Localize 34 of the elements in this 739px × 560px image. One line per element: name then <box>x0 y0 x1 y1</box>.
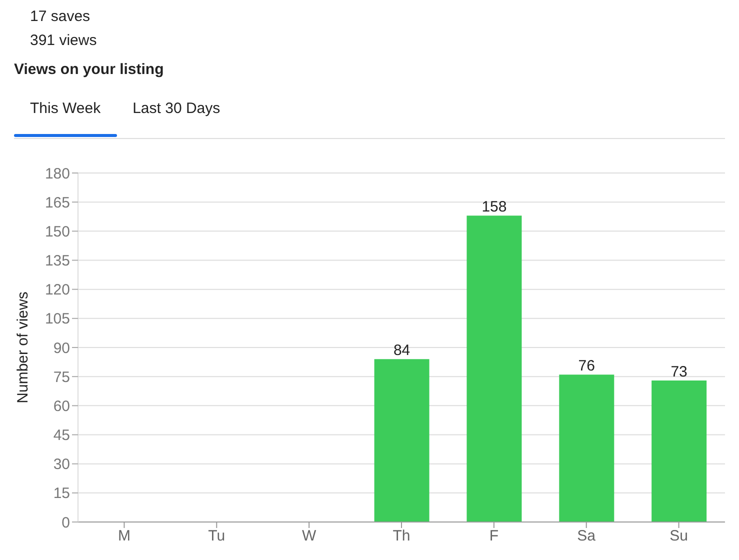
bar <box>652 380 707 522</box>
y-tick-label: 30 <box>53 456 70 474</box>
bar <box>466 216 522 522</box>
y-tick-label: 105 <box>44 310 70 328</box>
y-tick-label: 135 <box>44 252 70 270</box>
x-tick-label: W <box>302 528 317 545</box>
y-tick-label: 0 <box>62 514 70 532</box>
x-tick-label: Th <box>392 528 410 545</box>
y-tick-label: 60 <box>53 398 70 415</box>
y-tick-label: 15 <box>53 485 70 502</box>
y-tick-label: 120 <box>44 282 70 299</box>
bar <box>559 374 614 522</box>
x-tick-label: Tu <box>208 528 226 545</box>
text: This Week <box>29 100 102 119</box>
text: 17 saves <box>30 7 92 27</box>
y-axis-title: Number of views <box>14 292 32 404</box>
x-tick-label: F <box>489 528 499 545</box>
data-label: 84 <box>393 342 410 360</box>
y-tick-label: 165 <box>44 194 70 212</box>
data-label: 73 <box>670 363 688 380</box>
chart-title: Views on your listing <box>14 61 164 78</box>
y-tick-label: 180 <box>44 165 70 182</box>
y-tick-label: 150 <box>44 223 70 240</box>
y-tick-label: 45 <box>53 427 70 444</box>
text: Last 30 Days <box>132 100 222 119</box>
text: 391 views <box>30 31 97 51</box>
data-label: 158 <box>482 198 507 216</box>
data-label: 76 <box>578 358 595 375</box>
x-tick-label: Sa <box>577 528 596 545</box>
x-tick-label: Su <box>670 528 688 545</box>
x-tick-label: M <box>118 528 130 545</box>
y-tick-label: 90 <box>53 340 70 357</box>
y-tick-label: 75 <box>53 368 70 386</box>
bar <box>374 359 430 522</box>
